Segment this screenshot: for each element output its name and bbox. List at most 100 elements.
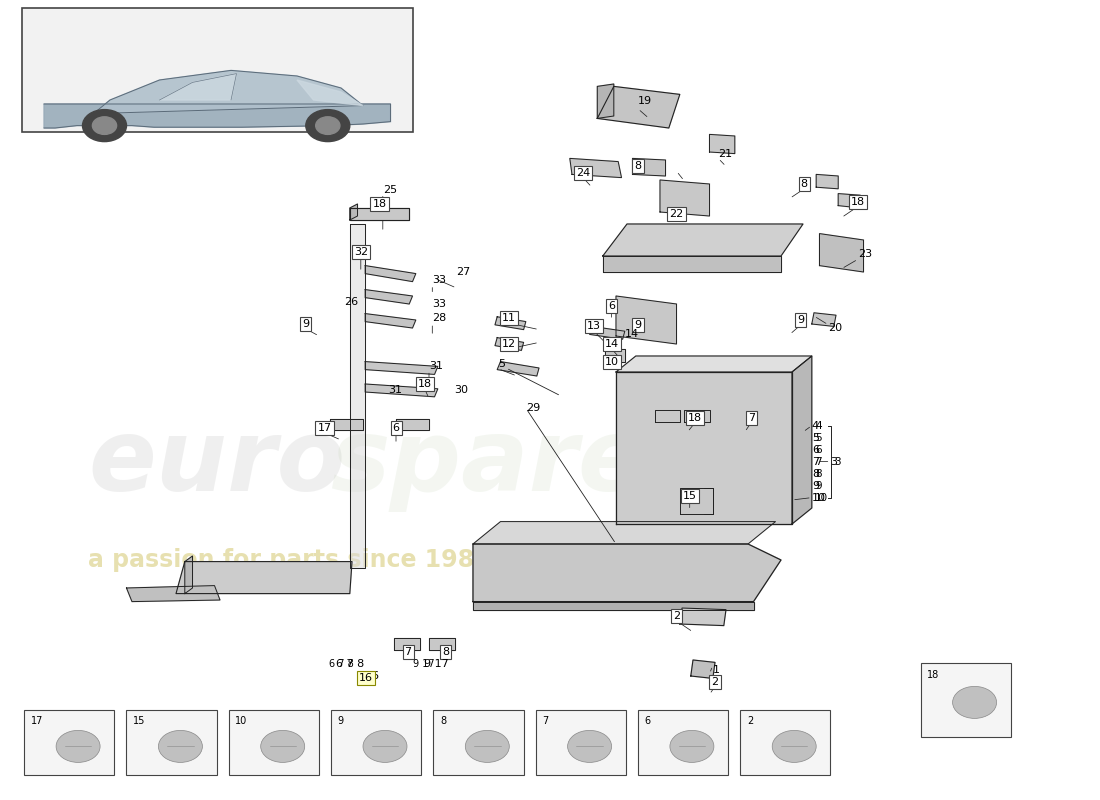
Polygon shape [792,356,812,524]
Text: 13: 13 [587,322,601,331]
Polygon shape [812,313,836,326]
Text: 15: 15 [683,491,696,501]
Circle shape [56,730,100,762]
Polygon shape [365,314,416,328]
Polygon shape [603,224,803,256]
Polygon shape [603,256,781,272]
Text: 16: 16 [366,671,381,681]
Polygon shape [429,638,455,650]
Text: 20: 20 [828,323,843,333]
Text: 6: 6 [815,445,822,454]
Text: 9: 9 [798,315,804,325]
Polygon shape [160,74,236,100]
Text: 9: 9 [338,716,344,726]
Text: 6: 6 [812,445,818,454]
Polygon shape [816,174,838,189]
Bar [24,710,114,775]
Text: 17: 17 [318,423,331,433]
Polygon shape [495,317,526,330]
Text: a passion for parts since 1985: a passion for parts since 1985 [88,548,491,572]
Polygon shape [473,602,754,610]
Circle shape [568,730,612,762]
Bar [638,710,728,775]
Text: 10: 10 [812,493,826,502]
Text: 30: 30 [454,385,469,394]
Text: euro: euro [88,415,345,513]
Polygon shape [597,86,680,128]
Text: 11: 11 [503,314,516,323]
Polygon shape [684,410,710,422]
Circle shape [953,686,997,718]
Circle shape [363,730,407,762]
Polygon shape [495,338,524,350]
Circle shape [306,110,350,142]
Text: 9: 9 [812,481,818,490]
Text: 9 17: 9 17 [424,659,449,669]
Text: 7: 7 [812,457,818,466]
Polygon shape [350,224,365,568]
Bar [126,710,217,775]
Text: 32: 32 [354,247,367,257]
Text: 9: 9 [302,319,309,329]
Polygon shape [473,544,781,602]
Circle shape [670,730,714,762]
Polygon shape [691,660,715,678]
Text: 18: 18 [373,199,386,209]
Polygon shape [350,208,409,220]
Text: 21: 21 [718,149,733,158]
Polygon shape [365,266,416,282]
Text: 15: 15 [133,716,145,726]
Polygon shape [570,158,622,178]
Text: 2: 2 [712,677,718,686]
Polygon shape [185,556,192,594]
Text: 19: 19 [638,96,652,106]
Polygon shape [365,384,438,397]
Text: 8: 8 [801,179,807,189]
Text: 2: 2 [747,716,754,726]
Polygon shape [365,362,438,374]
Text: 17: 17 [31,716,43,726]
Polygon shape [680,608,726,626]
Polygon shape [396,419,429,430]
Text: 9 17: 9 17 [412,659,434,669]
Text: 8: 8 [442,647,449,657]
Polygon shape [605,349,625,362]
Text: 8: 8 [635,162,641,171]
Text: 5: 5 [815,433,822,442]
Text: 24: 24 [576,168,590,178]
Polygon shape [176,562,352,594]
Text: 29: 29 [526,403,540,413]
Circle shape [82,110,126,142]
Text: 10: 10 [605,357,618,366]
Text: 26: 26 [344,298,359,307]
Text: 18: 18 [418,379,431,389]
Text: 1: 1 [713,665,719,674]
Text: 7: 7 [405,647,411,657]
Polygon shape [44,104,390,128]
Polygon shape [330,419,363,430]
Circle shape [261,730,305,762]
Text: 3: 3 [830,457,837,466]
Polygon shape [94,70,363,114]
Text: 18: 18 [851,197,865,206]
Text: 7: 7 [542,716,549,726]
Circle shape [316,117,340,134]
Bar [229,710,319,775]
Polygon shape [590,326,625,339]
Text: 4: 4 [815,421,822,430]
Circle shape [772,730,816,762]
Text: 6: 6 [393,423,399,433]
Text: 14: 14 [625,330,639,339]
Polygon shape [497,362,539,376]
Polygon shape [632,158,666,176]
Text: 6: 6 [608,301,615,310]
Text: 33: 33 [432,299,447,309]
Text: 16: 16 [360,674,373,683]
Text: 28: 28 [432,314,447,323]
Polygon shape [597,84,614,118]
Text: 18: 18 [689,413,702,422]
Bar [536,710,626,775]
Bar [331,710,421,775]
Text: spares: spares [330,415,705,513]
Polygon shape [660,180,710,216]
